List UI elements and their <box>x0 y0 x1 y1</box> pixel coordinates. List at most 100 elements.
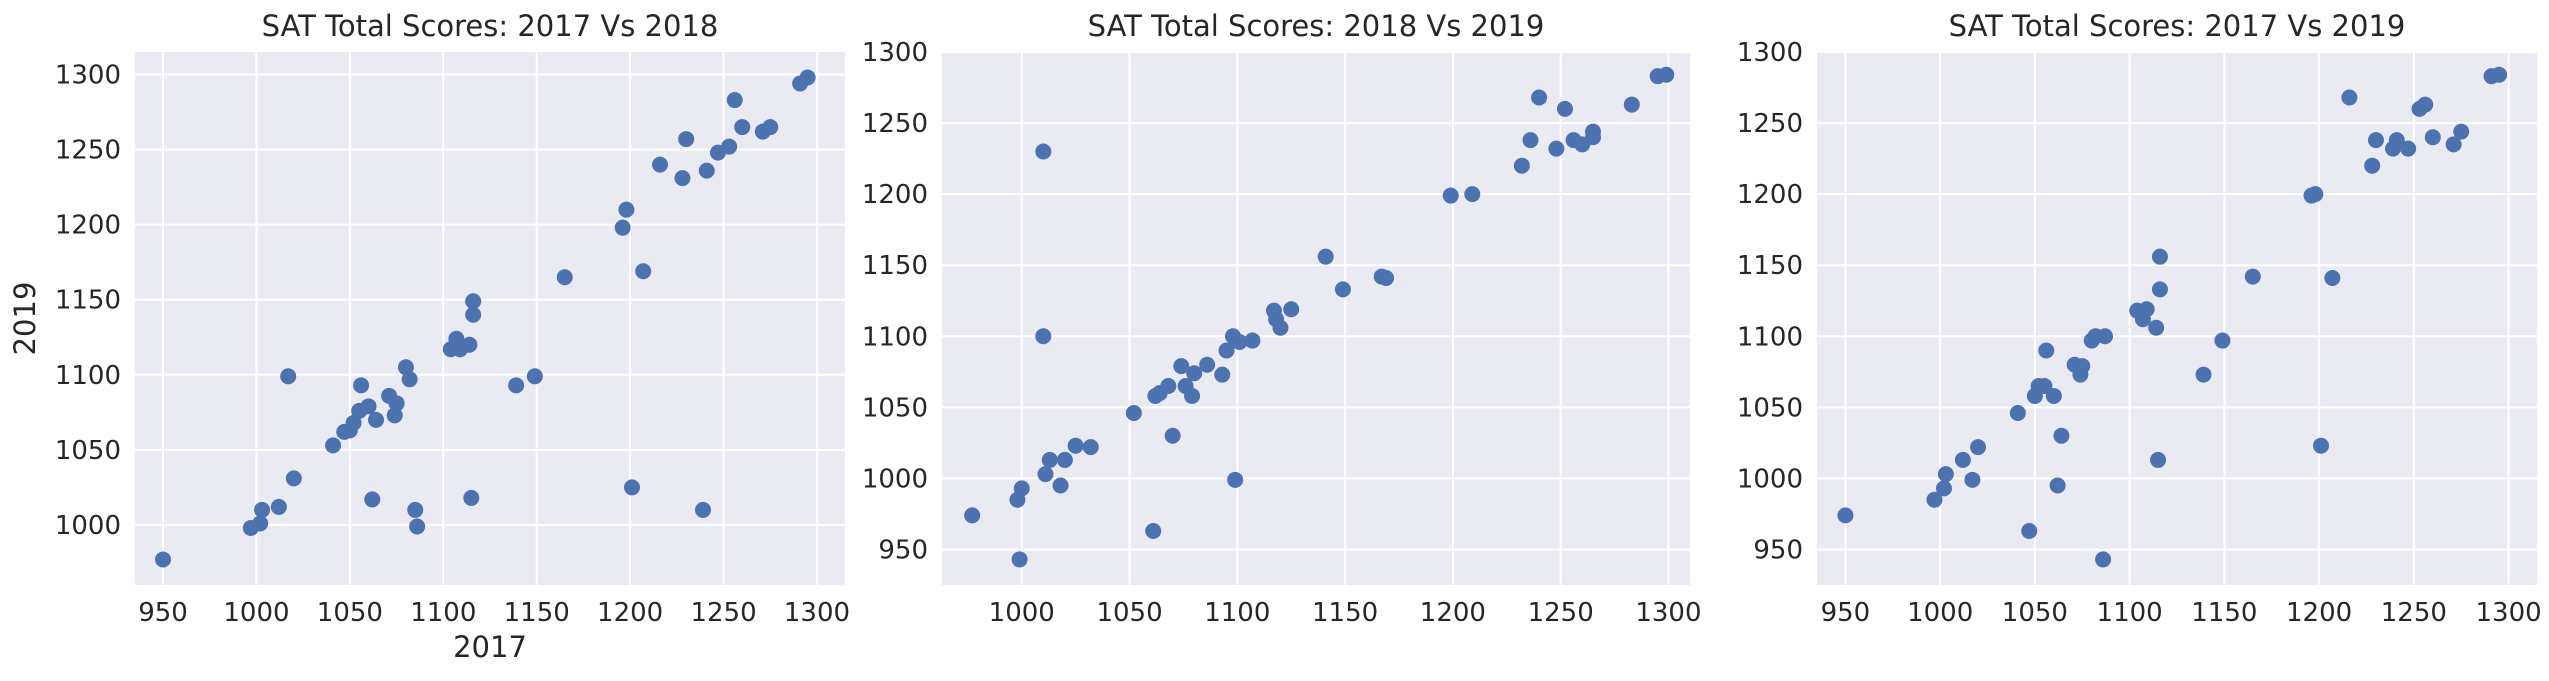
y-tick-label: 1250 <box>55 136 121 166</box>
scatter-point <box>635 263 652 280</box>
scatter-point <box>270 498 287 515</box>
scatter-point <box>2095 551 2112 568</box>
scatter-point <box>1184 387 1201 404</box>
scatter-point <box>465 293 482 310</box>
x-tick-label: 1050 <box>2002 598 2068 628</box>
x-tick-label: 1000 <box>989 598 1055 628</box>
x-tick-label: 1300 <box>1635 598 1701 628</box>
scatter-point <box>386 407 403 424</box>
scatter-point <box>1173 358 1190 375</box>
scatter-point <box>2388 132 2405 149</box>
y-tick-label: 1250 <box>862 109 928 139</box>
scatter-point <box>1199 356 1216 373</box>
scatter-point <box>1378 269 1395 286</box>
scatter-point <box>1513 157 1530 174</box>
scatter-point <box>1334 281 1351 298</box>
scatter-point <box>1926 491 1943 508</box>
scatter-point <box>2491 66 2508 83</box>
x-tick-label: 1300 <box>784 598 850 628</box>
scatter-point <box>1160 378 1177 395</box>
scatter-point <box>2074 358 2091 375</box>
scatter-point <box>353 377 370 394</box>
y-tick-label: 1050 <box>55 436 121 466</box>
scatter-point <box>508 377 525 394</box>
scatter-point <box>1584 123 1601 140</box>
scatter-point <box>1935 480 1952 497</box>
y-tick-label: 1300 <box>862 38 928 68</box>
y-tick-label: 1200 <box>55 211 121 241</box>
scatter-point <box>252 515 269 532</box>
x-tick-label: 1050 <box>1096 598 1162 628</box>
scatter-point <box>2214 332 2231 349</box>
scatter-point <box>674 170 691 187</box>
scatter-point <box>762 119 779 136</box>
scatter-point <box>614 219 631 236</box>
scatter-point <box>285 470 302 487</box>
x-tick-label: 1100 <box>410 598 476 628</box>
scatter-point <box>721 138 738 155</box>
scatter-point <box>1623 96 1640 113</box>
scatter-point <box>1035 143 1052 160</box>
scatter-point <box>2053 427 2070 444</box>
scatter-point <box>2151 281 2168 298</box>
scatter-point <box>1067 437 1084 454</box>
scatter-point <box>624 479 640 496</box>
y-tick-label: 1150 <box>55 286 121 316</box>
scatter-point <box>2045 387 2062 404</box>
scatter-point <box>1964 471 1981 488</box>
y-tick-label: 1050 <box>862 393 928 423</box>
scatter-point <box>2148 319 2165 336</box>
scatter-point <box>2244 268 2261 285</box>
y-axis-label: 2019 <box>8 282 42 356</box>
x-tick-label: 1250 <box>690 598 756 628</box>
scatter-point <box>409 518 426 535</box>
scatter-point <box>652 156 669 173</box>
scatter-point <box>2038 342 2055 359</box>
scatter-point <box>368 411 385 428</box>
x-tick-label: 1100 <box>2097 598 2163 628</box>
scatter-point <box>1658 66 1675 83</box>
y-tick-label: 1100 <box>862 322 928 352</box>
y-tick-label: 1300 <box>55 61 121 91</box>
plot-area <box>942 52 1690 585</box>
scatter-point <box>2151 248 2168 265</box>
x-tick-label: 1150 <box>2191 598 2257 628</box>
scatter-point <box>1317 248 1334 265</box>
scatter-point <box>461 336 478 353</box>
scatter-point <box>465 306 482 323</box>
scatter-point <box>1227 471 1244 488</box>
y-tick-label: 1050 <box>1737 393 1803 423</box>
scatter-point <box>364 491 381 508</box>
y-tick-label: 1000 <box>1737 464 1803 494</box>
x-tick-label: 1050 <box>317 598 383 628</box>
chart-title: SAT Total Scores: 2017 Vs 2019 <box>1949 9 2406 43</box>
scatter-point <box>1556 100 1573 117</box>
scatter-point <box>1283 301 1300 318</box>
scatter-point <box>2424 129 2441 146</box>
scatter-point <box>734 119 751 136</box>
scatter-point <box>526 368 543 385</box>
scatter-point <box>2364 157 2381 174</box>
scatter-point <box>1164 427 1181 444</box>
scatter-point <box>254 501 271 518</box>
scatter-point <box>1218 342 1235 359</box>
scatter-point <box>1231 333 1248 350</box>
chart-panel-1: 950 1000 1050 1100 1150 1200 1250 1300 1000 1050 1… <box>8 9 850 664</box>
x-tick-label: 1250 <box>1528 598 1594 628</box>
scatter-point <box>280 368 297 385</box>
scatter-point <box>2097 328 2113 345</box>
scatter-point <box>1145 522 1162 539</box>
scatter-point <box>2324 269 2341 286</box>
chart-panel-3: 950 1000 1050 1100 1150 1200 1250 1300 950 1000 10… <box>1737 9 2542 628</box>
x-tick-label: 1200 <box>597 598 663 628</box>
scatter-point <box>1011 551 1028 568</box>
scatter-point <box>1442 187 1459 204</box>
x-tick-label: 1250 <box>2381 598 2447 628</box>
scatter-point <box>1464 186 1481 203</box>
scatter-point <box>1186 365 1203 382</box>
scatter-point <box>726 92 743 109</box>
scatter-point <box>2021 522 2038 539</box>
scatter-point <box>325 437 342 454</box>
scatter-point <box>2195 366 2212 383</box>
